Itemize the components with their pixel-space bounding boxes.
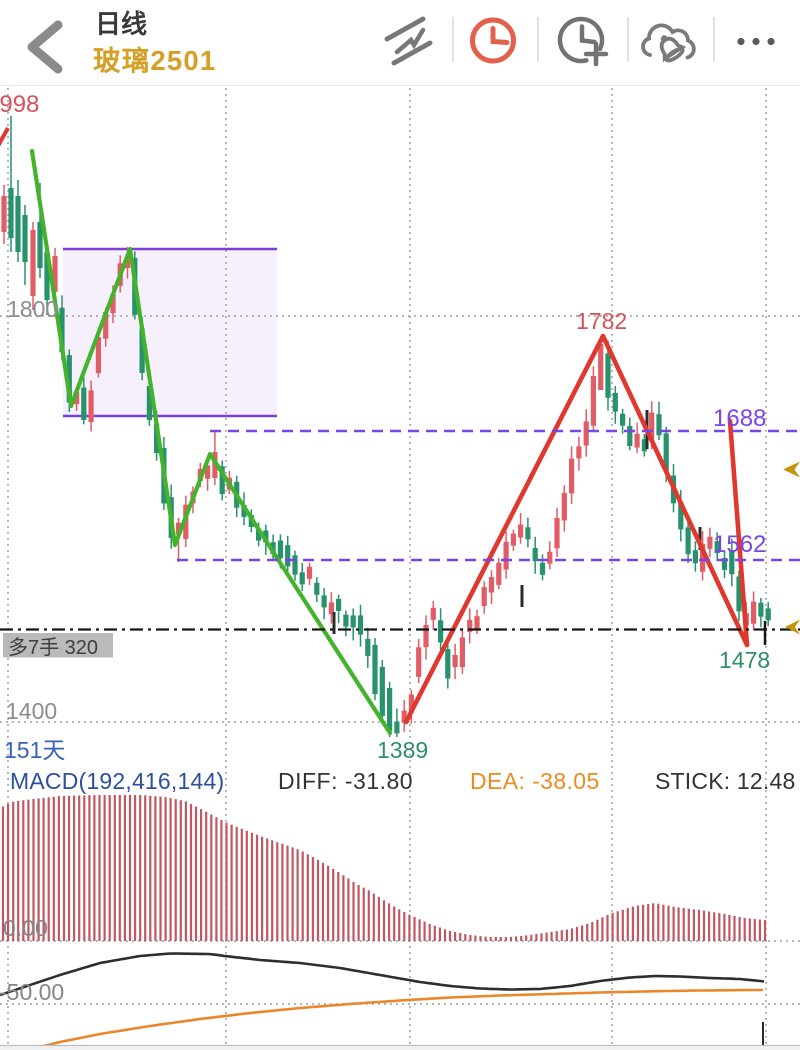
svg-text:多7手 320: 多7手 320 [8,636,98,659]
svg-text:MACD(192,416,144): MACD(192,416,144) [10,768,224,794]
svg-text:1782: 1782 [576,308,627,334]
svg-text:1800: 1800 [7,296,58,322]
svg-text:1389: 1389 [377,737,428,763]
svg-text:日线: 日线 [95,9,147,39]
svg-text:STICK: 12.48: STICK: 12.48 [655,768,795,794]
svg-text:DEA: -38.05: DEA: -38.05 [470,768,600,794]
svg-text:151天: 151天 [4,737,65,763]
svg-text:1688: 1688 [713,405,766,432]
svg-text:1478: 1478 [719,647,770,673]
svg-text:DIFF: -31.80: DIFF: -31.80 [278,768,413,794]
svg-text:0.00: 0.00 [3,915,48,941]
svg-text:1998: 1998 [0,91,39,118]
svg-text:1400: 1400 [6,698,57,724]
svg-text:-50.00: -50.00 [0,979,64,1005]
svg-text:玻璃2501: 玻璃2501 [93,45,216,76]
svg-text:1562: 1562 [713,531,766,558]
